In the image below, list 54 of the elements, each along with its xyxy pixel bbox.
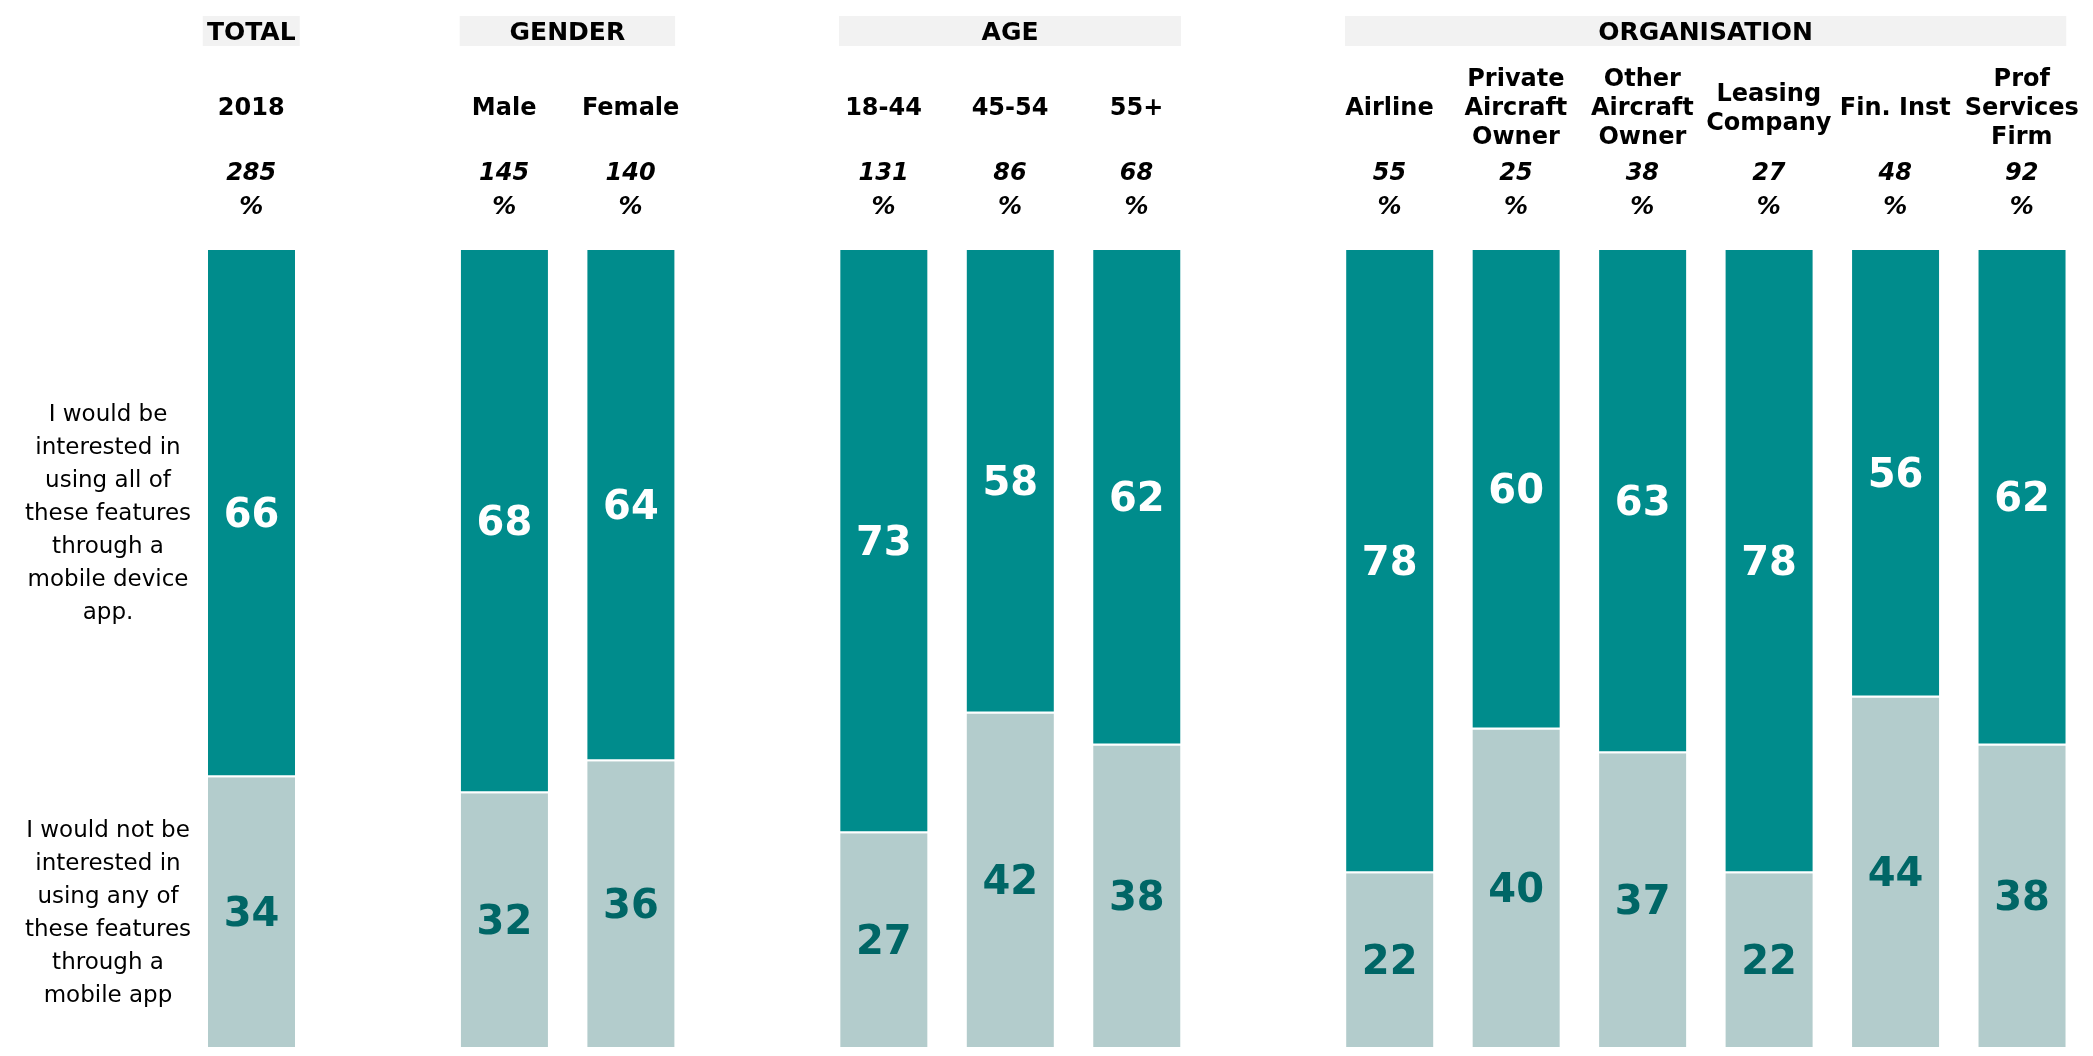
x-tick-label: Leasing Company — [1706, 78, 1832, 136]
data-label: 22 — [1741, 937, 1797, 984]
data-label: 56 — [1867, 449, 1924, 496]
x-tick-label: 2018 — [217, 93, 285, 121]
x-tick-label: Private Aircraft Owner — [1464, 64, 1568, 150]
data-label: 68 — [476, 497, 533, 544]
data-label: 60 — [1488, 465, 1544, 512]
data-label: 44 — [1867, 849, 1924, 896]
x-tick-label: Male — [471, 93, 537, 121]
annotation: 145 % — [479, 158, 530, 220]
data-label: 40 — [1488, 865, 1544, 912]
data-label: 36 — [603, 881, 659, 928]
data-label: 62 — [1108, 473, 1165, 520]
annotation: 25 % — [1499, 158, 1533, 220]
data-label: 66 — [223, 489, 280, 536]
data-label: 34 — [223, 889, 280, 936]
data-label: 27 — [856, 917, 912, 964]
text: TOTAL — [206, 17, 296, 46]
annotation: 285 % — [226, 158, 277, 220]
data-label: 37 — [1614, 877, 1671, 924]
data-label: 58 — [982, 457, 1039, 504]
x-tick-label: 45-54 — [971, 93, 1049, 121]
annotation: 48 % — [1877, 158, 1912, 220]
annotation: 55 % — [1372, 158, 1407, 220]
data-label: 78 — [1361, 537, 1418, 584]
data-label: 22 — [1361, 937, 1418, 984]
x-tick-label: Female — [581, 93, 680, 121]
annotation: 38 % — [1625, 158, 1660, 220]
x-tick-label: Prof Services Firm — [1964, 64, 2079, 150]
text: AGE — [981, 17, 1039, 46]
text: ORGANISATION — [1598, 17, 1813, 46]
series-label: I would not be interested in using any of these features through a mobile app — [23, 815, 193, 1009]
data-label: 78 — [1741, 537, 1797, 584]
x-tick-label: 55+ — [1109, 93, 1164, 121]
data-label: 63 — [1614, 477, 1671, 524]
data-label: 38 — [1108, 873, 1165, 920]
annotation: 131 % — [858, 158, 909, 220]
annotation: 68 % — [1119, 158, 1154, 220]
data-label: 42 — [982, 857, 1039, 904]
data-label: 64 — [603, 481, 659, 528]
annotation: 92 % — [2005, 158, 2039, 220]
annotation: 86 % — [993, 158, 1027, 220]
series-label: I would be interested in using all of these features through a mobile device app. — [23, 398, 193, 626]
data-label: 32 — [476, 897, 533, 944]
data-label: 73 — [856, 517, 912, 564]
x-tick-label: Airline — [1345, 93, 1434, 121]
data-label: 38 — [1994, 873, 2050, 920]
x-tick-label: Other Aircraft Owner — [1590, 64, 1694, 150]
annotation: 140 % — [605, 158, 656, 220]
text: GENDER — [509, 17, 626, 46]
x-tick-label: Fin. Inst — [1839, 93, 1951, 121]
data-label: 62 — [1994, 473, 2050, 520]
annotation: 27 % — [1752, 158, 1786, 220]
x-tick-label: 18-44 — [845, 93, 922, 121]
